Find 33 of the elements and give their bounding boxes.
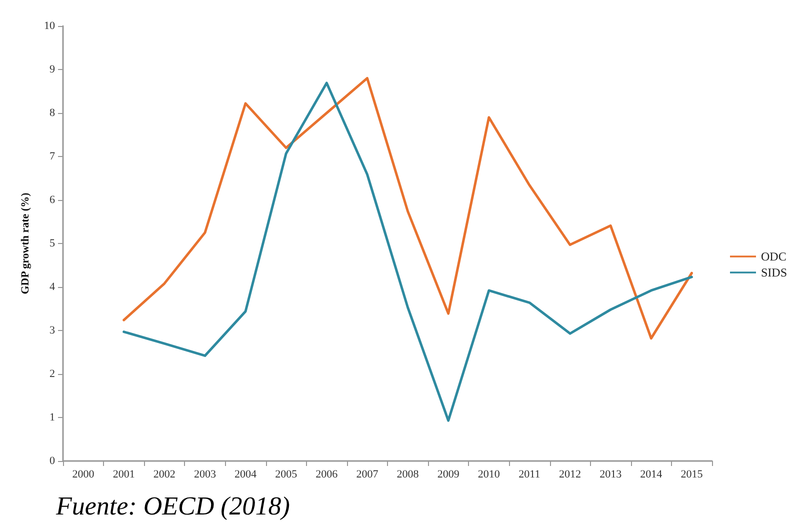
line-series (122, 76, 693, 340)
x-tick-label: 2008 (396, 468, 420, 480)
x-tick-label: 2005 (275, 468, 298, 480)
legend-label: ODC (760, 250, 786, 264)
y-tick-label: 0 (50, 455, 56, 467)
x-tick-label: 2015 (680, 468, 704, 480)
x-tick-label: 2000 (72, 468, 95, 480)
y-tick-label: 3 (50, 324, 56, 336)
y-tick-label: 5 (50, 238, 56, 250)
y-axis-title: GDP growth rate (%) (20, 192, 32, 294)
x-tick-label: 2014 (640, 468, 663, 480)
x-tick-label: 2007 (356, 468, 379, 480)
x-tick-label: 2004 (234, 468, 258, 480)
x-tick-label: 2012 (559, 468, 582, 480)
y-tick-label: 7 (50, 150, 56, 162)
x-tick-label: 2003 (194, 468, 216, 480)
x-tick-label: 2013 (600, 468, 622, 480)
x-tick-label: 2011 (518, 468, 540, 480)
x-tick-label: 2006 (316, 468, 338, 480)
legend-label: SIDS (760, 266, 788, 280)
line-series (122, 82, 693, 422)
y-tick-label: 8 (50, 107, 56, 119)
x-tick-label: 2010 (478, 468, 500, 480)
y-tick-label: 2 (50, 368, 55, 380)
x-tick-label: 2001 (112, 468, 135, 480)
y-tick-label: 9 (50, 64, 56, 76)
x-tick-label: 2009 (437, 468, 460, 480)
y-tick-label: 6 (50, 194, 56, 206)
x-tick-label: 2002 (153, 468, 176, 480)
y-tick-label: 10 (44, 20, 56, 32)
y-tick-label: 1 (50, 412, 55, 424)
source-note: Fuente: OECD (2018) (55, 492, 290, 520)
y-tick-label: 4 (50, 281, 56, 293)
